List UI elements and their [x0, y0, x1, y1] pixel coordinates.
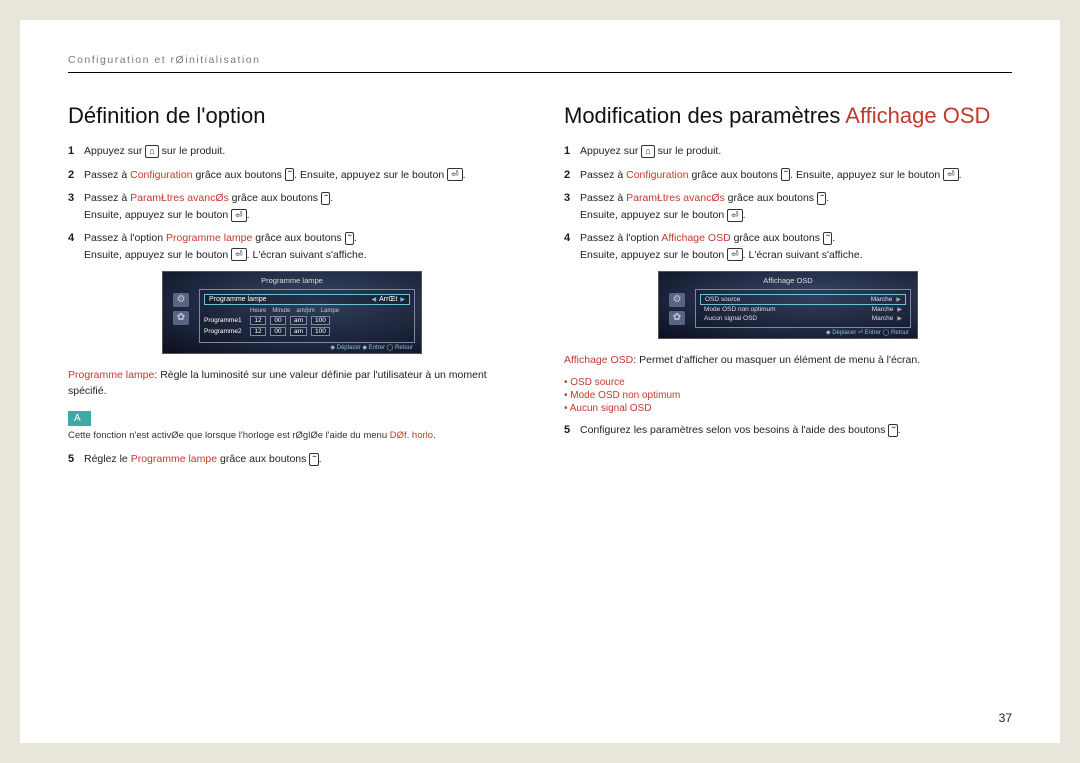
right-column: Modification des paramètres Affichage OS…	[564, 103, 1012, 474]
right-description: Affichage OSD: Permet d'afficher ou masq…	[564, 353, 1012, 369]
bullet-item: OSD source	[564, 377, 1012, 388]
desc-highlight: Affichage OSD	[564, 354, 633, 366]
gear-icon: ✿	[669, 311, 685, 325]
page-number: 37	[999, 711, 1012, 725]
step-row: 1Appuyez sur ⌂ sur le produit.	[68, 143, 516, 161]
bullet-item: Mode OSD non optimum	[564, 390, 1012, 401]
enter-icon: ⏎	[231, 248, 247, 261]
updown-icon: ˆˇ	[817, 192, 826, 205]
gear-icon: ⚙	[173, 293, 189, 307]
left-step-5: 5 Réglez le Programme lampe grâce aux bo…	[68, 451, 516, 469]
bullet-list: OSD source Mode OSD non optimum Aucun sign…	[564, 377, 1012, 414]
osd-selected-row: Programme lampe ◀ ArrŒt ▶	[204, 294, 410, 305]
updown-icon: ˆˇ	[309, 453, 318, 466]
osd-sel-value: ArrŒt	[379, 296, 397, 303]
osd-data-row: Programme21200am100	[204, 327, 410, 336]
left-description: Programme lampe: Règle la luminosité sur…	[68, 368, 516, 400]
note-badge: A	[68, 411, 91, 426]
enter-icon: ⏎	[727, 248, 743, 261]
osd-panel: OSD sourceMarche▶Mode OSD non optimumMar…	[695, 289, 911, 328]
left-column: Définition de l'option 1Appuyez sur ⌂ su…	[68, 103, 516, 474]
osd-side-icons: ⚙ ✿	[169, 289, 193, 343]
triangle-right-icon: ▶	[400, 296, 405, 303]
step-row: 3Passez à ParamŁtres avancØs grâce aux b…	[564, 190, 1012, 224]
osd-column-headers: Heure Minute am/pm Lampe	[204, 308, 410, 314]
header-rule	[68, 72, 1012, 73]
updown-icon: ˆˇ	[823, 232, 832, 245]
enter-icon: ⏎	[727, 209, 743, 222]
osd-data-row: Programme11200am100	[204, 316, 410, 325]
step-row: 3Passez à ParamŁtres avancØs grâce aux b…	[68, 190, 516, 224]
enter-icon: ⏎	[231, 209, 247, 222]
osd-title: Programme lampe	[169, 276, 415, 285]
triangle-left-icon: ◀	[371, 296, 376, 303]
enter-icon: ⏎	[943, 168, 959, 181]
osd-list-rows: OSD sourceMarche▶Mode OSD non optimumMar…	[700, 294, 906, 323]
updown-icon: ˆˇ	[345, 232, 354, 245]
osd-mock-affichage-osd: Affichage OSD ⚙ ✿ OSD sourceMarche▶Mode …	[658, 271, 918, 339]
step-row: 2Passez à Configuration grâce aux bouton…	[68, 167, 516, 185]
osd-sel-label: Programme lampe	[209, 296, 267, 303]
page-header: Configuration et rØinitialisation	[68, 54, 1012, 66]
osd-footer: ◆ Déplacer ◆ Entrer ◯ Retour	[330, 344, 413, 351]
osd-title: Affichage OSD	[665, 276, 911, 285]
desc-highlight: Programme lampe	[68, 369, 154, 381]
left-title: Définition de l'option	[68, 103, 516, 129]
two-column-layout: Définition de l'option 1Appuyez sur ⌂ su…	[68, 103, 1012, 474]
osd-side-icons: ⚙ ✿	[665, 289, 689, 328]
bullet-item: Aucun signal OSD	[564, 403, 1012, 414]
menu-icon: ⌂	[145, 145, 158, 158]
manual-page: Configuration et rØinitialisation Défini…	[20, 20, 1060, 743]
right-title: Modification des paramètres Affichage OS…	[564, 103, 1012, 129]
step-row: 4Passez à l'option Programme lampe grâce…	[68, 230, 516, 264]
note-text: Cette fonction n'est activØe que lorsque…	[68, 430, 516, 441]
step-row: 1Appuyez sur ⌂ sur le produit.	[564, 143, 1012, 161]
updown-icon: ˆˇ	[781, 168, 790, 181]
updown-icon: ˆˇ	[285, 168, 294, 181]
updown-icon: ˆˇ	[888, 424, 897, 437]
osd-panel: Programme lampe ◀ ArrŒt ▶ Heure Minute a…	[199, 289, 415, 343]
enter-icon: ⏎	[447, 168, 463, 181]
menu-icon: ⌂	[641, 145, 654, 158]
osd-list-row: Aucun signal OSDMarche▶	[700, 314, 906, 323]
osd-list-row: Mode OSD non optimumMarche▶	[700, 305, 906, 314]
osd-list-row: OSD sourceMarche▶	[700, 294, 906, 305]
left-steps: 1Appuyez sur ⌂ sur le produit. 2Passez à …	[68, 143, 516, 263]
osd-footer: ◆ Déplacer ⏎ Entrer ◯ Retour	[826, 329, 909, 336]
osd-mock-programme-lampe: Programme lampe ⚙ ✿ Programme lampe ◀ Ar…	[162, 271, 422, 354]
osd-data-rows: Programme11200am100 Programme21200am100	[204, 316, 410, 336]
gear-icon: ⚙	[669, 293, 685, 307]
updown-icon: ˆˇ	[321, 192, 330, 205]
right-steps: 1Appuyez sur ⌂ sur le produit. 2Passez à …	[564, 143, 1012, 263]
step-row: 2Passez à Configuration grâce aux bouton…	[564, 167, 1012, 185]
right-step-5: 5 Configurez les paramètres selon vos be…	[564, 422, 1012, 440]
step-row: 4Passez à l'option Affichage OSD grâce a…	[564, 230, 1012, 264]
gear-icon: ✿	[173, 311, 189, 325]
